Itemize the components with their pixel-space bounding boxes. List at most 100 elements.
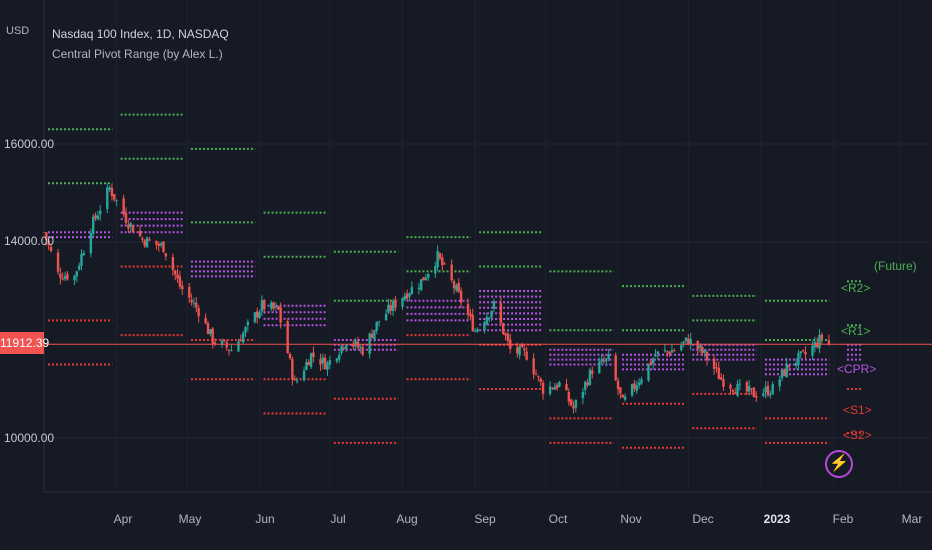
candle-body-113 [410, 286, 414, 295]
candle-body-142 [506, 333, 510, 341]
candle-body-43 [181, 285, 184, 290]
candle-body-66 [258, 312, 261, 319]
candle-body-176 [619, 387, 622, 394]
candle-body-204 [712, 358, 716, 369]
candle-body-82 [309, 353, 313, 368]
candle-body-148 [525, 351, 528, 360]
candle-body-124 [450, 264, 453, 281]
candle-body-8 [66, 273, 69, 280]
candle-body-14 [89, 233, 93, 254]
candle-body-201 [701, 346, 704, 354]
candle-body-73 [279, 307, 282, 323]
candle-body-24 [122, 198, 125, 215]
candle-body-20 [108, 187, 111, 190]
candle-body-64 [253, 312, 257, 323]
candle-body-184 [647, 363, 650, 381]
candle-body-62 [244, 327, 247, 334]
indicator-title[interactable]: Central Pivot Range (by Alex L.) [52, 47, 223, 61]
candle-body-141 [504, 333, 507, 336]
candle-body-157 [555, 384, 559, 389]
candle-body-95 [354, 340, 357, 346]
candle-body-199 [696, 340, 699, 350]
y-tick-10000: 10000.00 [4, 431, 55, 445]
candle-body-19 [106, 187, 109, 210]
candle-body-93 [345, 344, 348, 350]
x-tick-dec: Dec [692, 512, 714, 526]
lightning-icon[interactable]: ⚡ [825, 450, 853, 478]
candle-body-22 [113, 194, 116, 200]
candle-body-37 [162, 241, 165, 253]
cpr-label: <CPR> [837, 362, 877, 376]
candle-body-74 [286, 321, 289, 354]
candle-body-30 [141, 238, 144, 240]
candle-body-135 [485, 316, 489, 325]
candle-body-63 [246, 321, 250, 326]
grid-lines [44, 0, 932, 492]
candle-body-104 [384, 313, 388, 321]
candle-body-119 [434, 266, 437, 274]
candle-body-224 [778, 379, 781, 387]
x-tick-jul: Jul [330, 512, 346, 526]
candle-body-232 [801, 350, 805, 352]
candle-body-56 [225, 342, 228, 348]
candle-body-23 [115, 199, 118, 201]
candle-body-41 [176, 274, 179, 279]
candle-body-2 [47, 240, 50, 245]
candle-body-57 [227, 349, 231, 351]
candle-body-121 [438, 253, 442, 259]
candle-body-77 [293, 378, 296, 381]
candle-body-132 [473, 330, 477, 332]
candle-body-26 [127, 224, 130, 229]
candle-body-146 [520, 344, 524, 348]
candle-body-237 [818, 334, 821, 349]
candle-body-106 [389, 305, 392, 311]
candle-body-177 [621, 394, 624, 398]
candle-body-193 [673, 350, 676, 352]
candle-body-190 [666, 351, 669, 353]
candle-body-91 [340, 345, 343, 353]
candle-body-15 [92, 216, 95, 234]
chart-title[interactable]: Nasdaq 100 Index, 1D, NASDAQ [52, 27, 229, 41]
candle-body-185 [649, 361, 653, 365]
candle-body-87 [326, 362, 329, 370]
candle-body-166 [586, 382, 589, 386]
candle-body-221 [766, 385, 770, 396]
candle-body-5 [59, 273, 62, 279]
candle-body-120 [436, 250, 439, 268]
candle-body-152 [539, 378, 542, 382]
candle-body-203 [705, 351, 709, 361]
candle-body-111 [405, 293, 409, 299]
candle-body-158 [558, 382, 561, 387]
candle-body-97 [359, 346, 362, 348]
candle-body-208 [722, 379, 725, 387]
candle-body-110 [403, 295, 407, 300]
candle-body-217 [752, 387, 756, 398]
candle-body-108 [394, 299, 397, 308]
candle-body-123 [443, 263, 446, 265]
candle-body-107 [391, 301, 395, 312]
candle-body-163 [574, 399, 578, 408]
candle-body-90 [338, 354, 341, 360]
candle-body-161 [569, 399, 573, 406]
candle-body-9 [73, 275, 76, 281]
candle-body-173 [607, 354, 610, 359]
candle-body-170 [600, 359, 603, 362]
candle-body-47 [195, 302, 198, 308]
candle-body-38 [164, 253, 168, 257]
candle-body-151 [537, 376, 540, 378]
candle-body-127 [457, 283, 460, 292]
candle-body-192 [670, 350, 674, 353]
x-tick-mar: Mar [901, 512, 923, 526]
candle-body-50 [206, 323, 210, 335]
candle-body-181 [635, 385, 638, 391]
candle-body-21 [110, 187, 114, 197]
candle-body-34 [155, 240, 158, 245]
candle-body-137 [490, 310, 493, 318]
candle-body-40 [174, 270, 177, 275]
candle-body-54 [220, 340, 224, 346]
r1-label: <R1> [841, 324, 871, 338]
candle-body-231 [799, 351, 802, 354]
candle-body-101 [373, 330, 376, 340]
candle-body-214 [745, 382, 749, 392]
